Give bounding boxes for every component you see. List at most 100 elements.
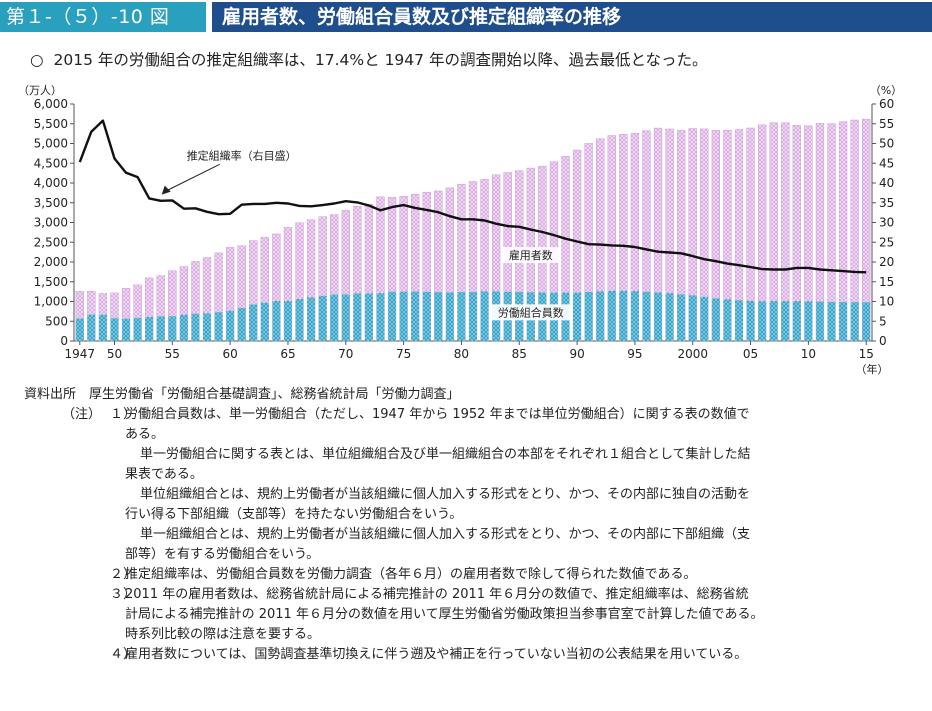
x-tick-label: 80	[454, 347, 469, 361]
note-number: １）	[110, 407, 137, 422]
union-series-label: 労働組合員数	[498, 305, 564, 319]
note-number: ２）	[110, 567, 137, 582]
union-member-bar	[376, 293, 385, 341]
union-member-bar	[364, 293, 373, 341]
union-member-bar	[804, 301, 813, 341]
x-tick-label: 55	[165, 347, 180, 361]
note-text: ある。	[125, 427, 165, 442]
employee-series-label: 雇用者数	[509, 248, 553, 262]
note-text: 単一組織組合とは、規約上労働者が当該組織に個人加入する形式をとり、かつ、その内部…	[140, 527, 750, 542]
right-tick-label: 0	[879, 334, 887, 348]
union-member-bar	[353, 293, 362, 341]
right-tick-label: 40	[879, 176, 894, 190]
note-text: 単位組織組合とは、規約上労働者が当該組織に個人加入する形式をとり、かつ、その内部…	[140, 487, 750, 502]
union-member-bar	[341, 294, 350, 341]
right-tick-label: 45	[879, 156, 894, 170]
note-line: 単一組織組合とは、規約上労働者が当該組織に個人加入する形式をとり、かつ、その内部…	[0, 525, 932, 545]
union-chart: 05001,0001,5002,0002,5003,0003,5004,0004…	[18, 84, 902, 376]
rate-annotation-arrow	[164, 163, 220, 193]
right-axis-unit: （%）	[870, 84, 902, 97]
left-tick-label: 1,000	[34, 295, 68, 309]
x-tick-label: 95	[627, 347, 642, 361]
note-line: 行い得る下部組織（支部等）を持たない労働組合をいう。	[0, 505, 932, 525]
union-member-bar	[203, 313, 211, 341]
union-member-bar	[839, 302, 848, 341]
right-tick-label: 5	[879, 314, 887, 328]
note-text: 計局による補完推計の 2011 年６月分の数値を用いて厚生労働省労働政策担当参事…	[125, 607, 764, 622]
x-tick-label: 70	[338, 347, 353, 361]
right-tick-label: 20	[879, 255, 894, 269]
source-text: 厚生労働省「労働組合基礎調査」、総務省統計局「労働力調査」	[89, 387, 460, 402]
note-line: （注） １） 労働組合員数は、単一労働組合（ただし、1947 年から 1952 年ま…	[0, 405, 932, 425]
union-member-bar	[850, 302, 859, 341]
union-member-bar	[318, 295, 327, 341]
union-member-bar	[260, 302, 269, 341]
left-tick-label: 0	[60, 334, 68, 348]
right-tick-label: 30	[879, 216, 894, 230]
note-text: 部等）を有する労働組合をいう。	[125, 547, 320, 562]
union-member-bar	[307, 297, 316, 341]
union-member-bar	[145, 317, 154, 341]
union-member-bar	[654, 292, 662, 341]
figure-number: 第１-（５）-10 図	[0, 2, 206, 32]
note-line: 果表である。	[0, 465, 932, 485]
union-member-bar	[827, 301, 836, 341]
notes-section: 資料出所 厚生労働省「労働組合基礎調査」、総務省統計局「労働力調査」 （注） １）…	[0, 385, 932, 665]
union-member-bar	[284, 300, 292, 341]
note-text: 2011 年の雇用者数は、総務省統計局による補完推計の 2011 年６月分の数値…	[125, 587, 749, 602]
figure-title: 雇用者数、労働組合員数及び推定組織率の推移	[212, 2, 932, 32]
left-tick-label: 3,000	[34, 216, 68, 230]
x-tick-label: 2000	[677, 347, 708, 361]
x-tick-label: 90	[569, 347, 584, 361]
union-member-bar	[226, 310, 235, 341]
left-tick-label: 500	[45, 314, 68, 328]
left-tick-label: 4,000	[34, 176, 68, 190]
note-label: （注）	[62, 407, 102, 422]
union-member-bar	[330, 294, 339, 341]
right-tick-label: 10	[879, 295, 894, 309]
right-tick-label: 50	[879, 137, 894, 151]
union-member-bar	[122, 318, 130, 341]
union-member-bar	[457, 292, 466, 341]
x-tick-label: 85	[512, 347, 527, 361]
lead-sentence: ○ 2015 年の労働組合の推定組織率は、17.4%と 1947 年の調査開始以降…	[30, 48, 707, 70]
union-member-bar	[642, 291, 651, 341]
union-member-bar	[272, 300, 281, 341]
union-member-bar	[711, 298, 720, 341]
note-line: 単位組織組合とは、規約上労働者が当該組織に個人加入する形式をとり、かつ、その内部…	[0, 485, 932, 505]
union-member-bar	[781, 301, 790, 341]
union-member-bar	[665, 293, 674, 341]
note-text: 雇用者数については、国勢調査基準切換えに伴う遡及や補正を行っていない当初の公表結…	[125, 647, 748, 662]
x-tick-label: 65	[280, 347, 295, 361]
union-member-bar	[596, 291, 605, 341]
right-tick-label: 60	[879, 97, 894, 111]
union-member-bar	[700, 296, 709, 341]
figure-header: 第１-（５）-10 図 雇用者数、労働組合員数及び推定組織率の推移	[0, 0, 932, 34]
left-tick-label: 5,500	[34, 117, 68, 131]
union-member-bar	[422, 291, 431, 341]
left-tick-label: 3,500	[34, 196, 68, 210]
union-member-bar	[630, 291, 639, 341]
union-member-bar	[816, 301, 824, 341]
union-member-bar	[110, 318, 119, 341]
union-member-bar	[735, 300, 743, 341]
union-member-bar	[411, 291, 420, 341]
union-member-bar	[746, 300, 755, 341]
union-member-bar	[480, 291, 489, 341]
note-line: 部等）を有する労働組合をいう。	[0, 545, 932, 565]
x-axis-unit: （年）	[856, 362, 889, 376]
note-line: ２） 推定組織率は、労働組合員数を労働力調査（各年６月）の雇用者数で除して得られた…	[0, 565, 932, 585]
note-line: ４） 雇用者数については、国勢調査基準切換えに伴う遡及や補正を行っていない当初の公…	[0, 645, 932, 665]
note-line: ３） 2011 年の雇用者数は、総務省統計局による補完推計の 2011 年６月分の…	[0, 585, 932, 605]
source-row: 資料出所 厚生労働省「労働組合基礎調査」、総務省統計局「労働力調査」	[0, 385, 932, 405]
right-tick-label: 35	[879, 196, 894, 210]
x-tick-label: 60	[222, 347, 237, 361]
note-items: （注） １） 労働組合員数は、単一労働組合（ただし、1947 年から 1952 年ま…	[0, 405, 932, 665]
note-line: 単一労働組合に関する表とは、単位組織組合及び単一組織組合の本部をそれぞれ１組合と…	[0, 445, 932, 465]
source-label: 資料出所	[24, 387, 77, 402]
union-member-bar	[295, 299, 304, 341]
note-text: 時系列比較の際は注意を要する。	[125, 627, 321, 642]
union-member-bar	[168, 316, 177, 341]
x-tick-label: 1947	[65, 347, 96, 361]
x-tick-label: 50	[107, 347, 122, 361]
